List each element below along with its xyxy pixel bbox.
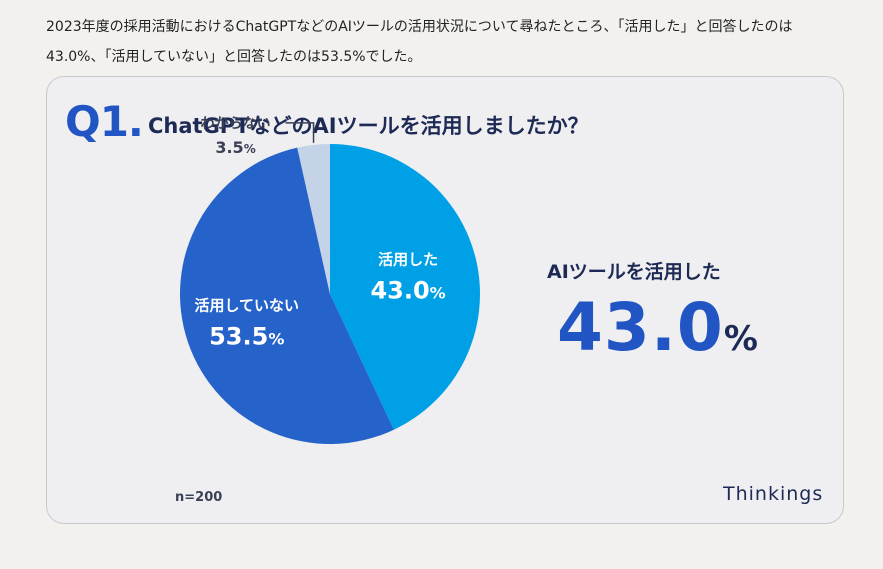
pie-label-2: わからない: [201, 116, 271, 132]
pie-label-0: 活用した: [378, 251, 438, 269]
highlight-number: 43.0: [557, 289, 724, 366]
sample-size: n=200: [175, 490, 223, 505]
pie-slice-2: [297, 144, 330, 294]
brand-logo: Thinkings: [723, 483, 824, 505]
pie-slice-1: [179, 147, 394, 444]
pie-label-1: 活用していない: [194, 297, 299, 315]
question-text: ChatGPTなどのAIツールを活用しましたか？: [148, 114, 589, 138]
pie-value-1: 53.5%: [209, 323, 284, 351]
intro-paragraph: 2023年度の採用活動におけるChatGPTなどのAIツールの活用状況について尋…: [46, 19, 793, 65]
pie-slice-0: [330, 144, 480, 430]
highlight-value: 43.0%: [557, 289, 758, 366]
pie-value-2: 3.5%: [215, 138, 255, 157]
callout-line: [285, 122, 315, 143]
chart-card: Q1. ChatGPTなどのAIツールを活用しましたか？ 活用した 43.0% 活用…: [46, 76, 844, 524]
highlight-unit: %: [723, 319, 758, 359]
pie-value-0: 43.0%: [370, 277, 445, 305]
highlight-label: AIツールを活用した: [547, 261, 721, 283]
question-number: Q1.: [65, 97, 144, 146]
pie-chart: 活用した 43.0% 活用していない 53.5% わからない 3.5%: [179, 116, 480, 444]
